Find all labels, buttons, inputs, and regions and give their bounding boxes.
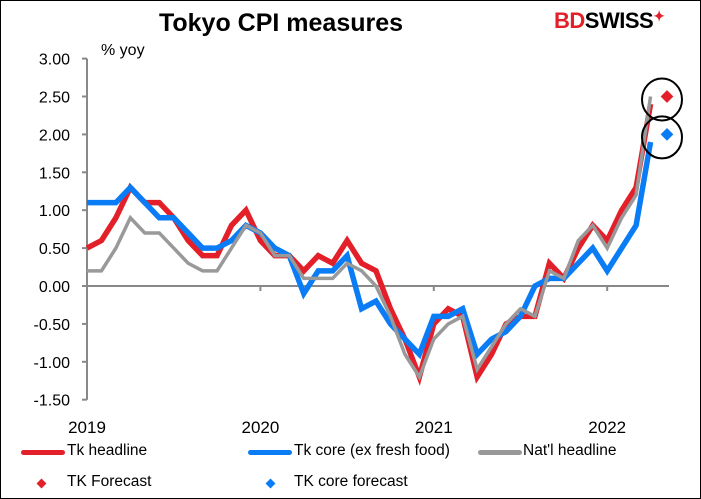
legend-swatch-tk-core — [248, 450, 292, 455]
y-tick-label: 2.00 — [39, 127, 70, 144]
x-tick-label: 2020 — [241, 418, 279, 437]
y-tick-label: 1.00 — [39, 203, 70, 220]
legend-tk-core: Tk core (ex fresh food) — [294, 442, 450, 459]
y-tick-label: 3.00 — [39, 52, 70, 69]
forecast-point-tk-core — [660, 128, 674, 141]
bdswiss-logo: BDSWISS✦ — [554, 8, 665, 33]
y-tick-label: 0.50 — [39, 241, 70, 258]
legend-tk-forecast: TK Forecast — [67, 473, 152, 490]
x-tick-label: 2019 — [68, 418, 106, 437]
forecast-highlight-circle — [641, 77, 683, 122]
y-tick-label: -0.50 — [34, 317, 71, 334]
legend-tk-headline: Tk headline — [67, 442, 148, 459]
forecast-highlight-circle — [641, 115, 683, 160]
legend-natl-headline: Nat'l headline — [523, 442, 617, 459]
forecast-point-tk-headline — [660, 90, 674, 103]
y-tick-label: -1.50 — [34, 393, 71, 410]
y-tick-label: -1.00 — [34, 355, 71, 372]
chart-title: Tokyo CPI measures — [158, 9, 404, 37]
series-natl-headline — [87, 96, 653, 381]
x-tick-label: 2022 — [588, 418, 626, 437]
y-tick-label: 2.50 — [39, 90, 70, 107]
y-tick-label: 1.50 — [39, 165, 70, 182]
y-axis-unit: % yoy — [101, 42, 145, 59]
series-tk-headline — [85, 103, 654, 386]
series-tk-core — [87, 141, 654, 360]
y-tick-label: 0.00 — [39, 279, 70, 296]
x-tick-label: 2021 — [415, 418, 453, 437]
legend-swatch-natl-headline — [478, 450, 522, 455]
logo-star-icon: ✦ — [653, 8, 665, 24]
legend-tk-core-forecast: TK core forecast — [294, 473, 408, 490]
legend-swatch-tk-headline — [21, 450, 65, 455]
